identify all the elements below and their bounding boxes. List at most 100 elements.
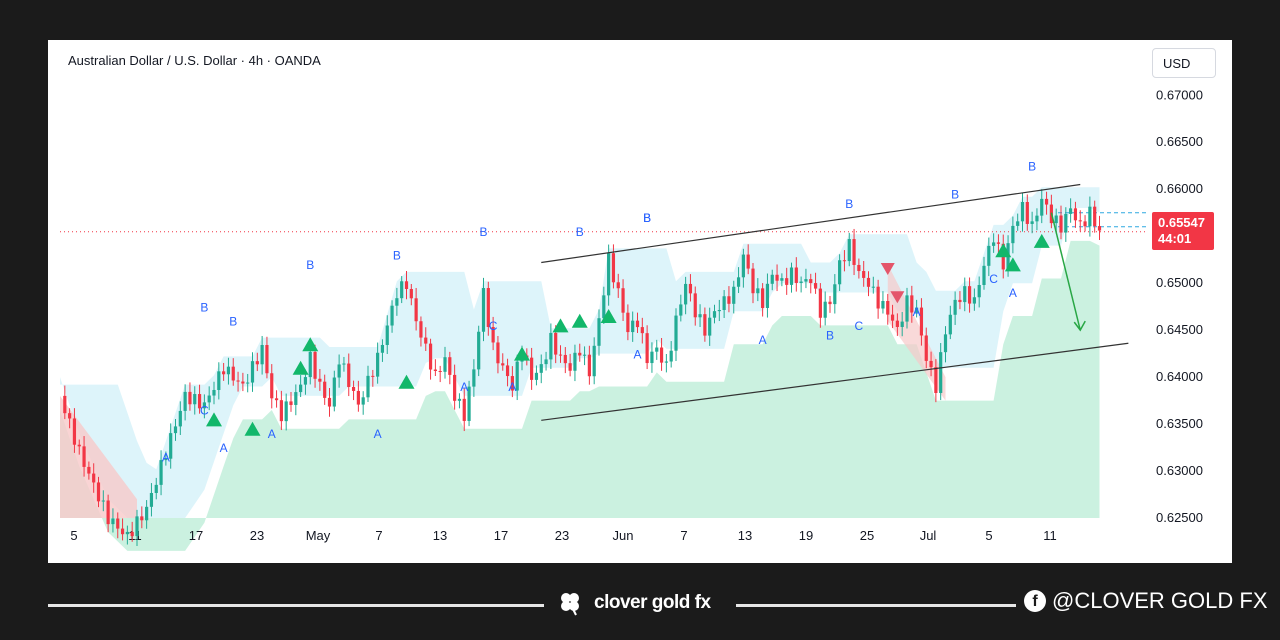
candlestick-chart[interactable]: 0.670000.665000.660000.655000.650000.645… — [48, 40, 1232, 563]
x-tick-label: May — [306, 528, 331, 543]
wave-label: A — [220, 441, 228, 455]
candle-body — [477, 331, 481, 370]
social-handle[interactable]: f @CLOVER GOLD FX — [1024, 588, 1268, 614]
wave-label: C — [989, 272, 998, 286]
candle-body — [881, 301, 885, 309]
candle-body — [631, 320, 635, 333]
candle-body — [943, 334, 948, 353]
candle-body — [1040, 198, 1044, 216]
candle-body — [688, 283, 693, 294]
candle-body — [77, 444, 81, 447]
candle-body — [106, 500, 110, 525]
candle-body — [640, 327, 644, 334]
candle-body — [756, 288, 760, 294]
projection-arrow-head — [1073, 320, 1086, 332]
facebook-icon: f — [1024, 590, 1046, 612]
candle-body — [178, 410, 182, 427]
candle-body — [284, 401, 288, 422]
candle-body — [1097, 226, 1102, 231]
candle-body — [486, 288, 490, 327]
candle-body — [794, 267, 798, 283]
current-price-tag: 0.65547 44:01 — [1152, 212, 1214, 250]
candle-body — [664, 361, 668, 363]
chart-title: Australian Dollar / U.S. Dollar · 4h · O… — [68, 53, 321, 68]
candle-body — [289, 401, 293, 405]
currency-button[interactable]: USD — [1152, 48, 1216, 78]
candle-body — [1088, 206, 1092, 227]
candle-body — [876, 286, 880, 309]
candle-body — [698, 314, 702, 318]
candle-body — [746, 254, 750, 269]
candle-body — [895, 320, 899, 327]
candle-body — [534, 372, 539, 380]
candle-body — [804, 279, 808, 282]
candle-body — [1044, 198, 1049, 205]
channel-lower-line — [541, 342, 1129, 421]
candle-body — [376, 352, 380, 377]
candle-body — [602, 295, 606, 319]
candle-body — [919, 307, 924, 336]
candle-body — [294, 392, 298, 405]
candle-body — [260, 344, 264, 365]
candle-body — [116, 518, 120, 529]
social-name: @CLOVER GOLD FX — [1052, 588, 1268, 613]
candle-body — [404, 281, 409, 289]
candle-body — [910, 295, 914, 313]
candle-body — [433, 369, 437, 371]
candle-body — [958, 299, 962, 303]
candle-body — [1069, 208, 1073, 214]
candle-body — [467, 386, 471, 421]
candle-body — [948, 314, 952, 335]
candle-body — [669, 350, 673, 362]
sell-signal-icon — [880, 263, 895, 276]
candle-body — [226, 366, 231, 375]
candle-body — [236, 380, 240, 382]
brand-name: clover gold fx — [594, 592, 711, 613]
candle-body — [202, 402, 206, 409]
candle-body — [967, 286, 972, 304]
candle-body — [68, 413, 72, 419]
y-tick-label: 0.63000 — [1156, 463, 1203, 478]
wave-label: B — [576, 225, 584, 239]
candle-body — [356, 390, 360, 405]
candle-body — [72, 418, 77, 445]
wave-label: B — [479, 225, 487, 239]
candle-body — [351, 386, 356, 391]
y-tick-label: 0.63500 — [1156, 416, 1203, 431]
candle-body — [886, 301, 890, 315]
candle-body — [101, 500, 105, 502]
candle-body — [939, 352, 943, 393]
candle-body — [635, 320, 640, 328]
candle-body — [924, 335, 928, 361]
x-tick-label: 5 — [985, 528, 992, 543]
candle-body — [1093, 206, 1097, 227]
candle-body — [1054, 215, 1058, 224]
candle-body — [135, 516, 139, 537]
candle-body — [655, 347, 659, 352]
candle-body — [645, 333, 649, 364]
candle-body — [145, 506, 149, 521]
candle-body — [722, 296, 726, 310]
candle-body — [246, 382, 250, 384]
wave-label: A — [913, 305, 921, 319]
candle-body — [890, 314, 895, 321]
candle-body — [332, 377, 336, 407]
projection-arrow — [1050, 212, 1081, 331]
candle-body — [231, 366, 235, 381]
candle-body — [905, 295, 909, 322]
candle-body — [915, 307, 919, 313]
wave-label: A — [1009, 286, 1017, 300]
candle-body — [799, 281, 803, 283]
candle-body — [828, 301, 832, 305]
candle-body — [684, 283, 688, 305]
candle-body — [491, 326, 495, 343]
x-tick-label: 23 — [250, 528, 264, 543]
candle-body — [419, 321, 423, 338]
candle-body — [197, 394, 202, 409]
candle-body — [361, 397, 365, 405]
candle-body — [279, 400, 283, 422]
candle-body — [996, 242, 1001, 244]
candle-body — [1011, 225, 1015, 244]
candle-body — [140, 516, 144, 521]
candle-body — [169, 433, 173, 459]
